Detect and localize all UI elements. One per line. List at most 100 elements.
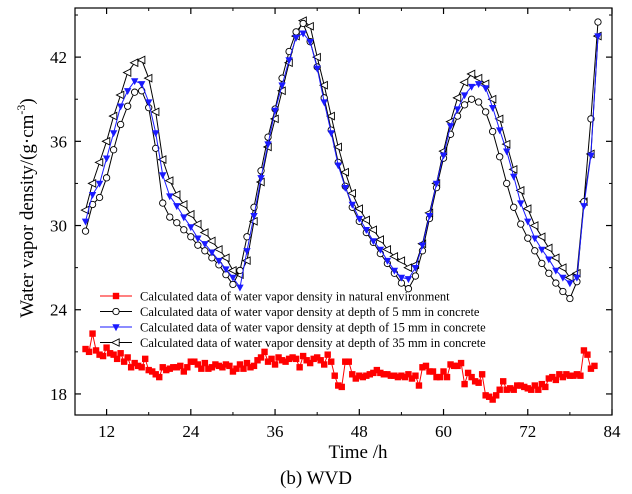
series-4-point [220,253,230,263]
series-1-point [240,365,247,372]
series-4-point [213,244,223,254]
series-4-point [129,58,139,68]
series-1-point [278,357,286,364]
series-1-point [106,350,114,357]
y-axis-label: Water vapor density/(g·cm-3) [14,98,38,318]
series-4-point [304,21,314,31]
series-1-point [226,362,233,370]
series-4-point [340,167,349,177]
series-4-point [382,244,392,254]
series-1-point [482,392,489,399]
series-1-point [85,348,93,356]
y-axis-label-close: ) [17,98,38,104]
legend-marker-3 [112,324,120,332]
series-4-point [178,200,188,209]
series-1-point [338,383,345,391]
series-2-point [411,272,420,280]
series-4-point [452,93,462,103]
series-3-point [152,130,160,138]
series-3-point [109,130,118,138]
series-1-point [587,365,595,372]
series-1-point [507,385,514,392]
series-1-point [310,355,317,363]
series-1-point [82,345,89,353]
series-1-point [159,364,166,371]
legend-marker-1 [112,292,120,300]
series-3-point [594,33,602,41]
series-4-point [122,68,132,77]
series-3-point [432,180,441,188]
series-2-point [159,199,167,207]
series-1-point [335,382,342,389]
series-3-point [264,141,272,149]
series-3-point [439,152,448,160]
series-2-point [566,294,574,303]
series-1-point [331,372,338,379]
series-4-point [326,111,335,121]
series-3-point [559,274,567,282]
y-tick-label: 18 [50,385,67,404]
series-4-point [564,273,574,282]
series-1 [82,330,598,403]
series-4-point [396,256,406,266]
series-2-point [292,28,300,36]
series-1-point [584,351,591,358]
series-4-point [241,256,251,266]
series-1-point [447,361,454,368]
series-3-point [229,274,237,282]
series-1-point [356,372,363,379]
x-tick-label: 24 [182,422,200,441]
x-tick-label: 72 [519,422,536,441]
series-1-point [363,372,370,379]
series-1-point [559,373,567,381]
series-2-point [173,219,181,227]
series-3-point [257,175,265,183]
series-2-point [201,247,209,255]
series-1-point [268,355,275,363]
series-1-point [131,359,138,367]
series-4-point [143,73,153,83]
series-2-point [559,287,567,296]
series-1-point [296,364,303,371]
series-2-point [229,280,237,289]
series-3-point [88,191,97,199]
series-1-point [191,358,198,365]
series-3-point [355,215,363,223]
series-3-point [531,235,539,243]
series-1-point [113,355,121,363]
series-2-point [187,233,195,241]
series-3-point [488,104,497,112]
series-1-point [478,371,486,378]
series-1-point [261,348,268,356]
series-1-point [510,386,517,393]
legend-label-3: Calculated data of water vapor density a… [140,321,486,335]
series-1-point [549,373,556,381]
series-1-point [345,358,352,365]
series-1-point [394,373,402,381]
series-1-point [149,368,156,375]
series-1-point [110,351,117,358]
x-tick-label: 84 [604,422,622,441]
series-1-point [127,364,135,371]
legend: Calculated data of water vapor density i… [100,290,486,350]
series-2-point [152,144,160,152]
y-tick-label: 36 [50,132,67,151]
series-1-point [443,373,451,381]
series-4-point [361,215,370,225]
series-1-point [366,371,374,378]
series-3-point [116,103,125,111]
series-4-point [269,114,279,124]
series-3-point [320,99,328,107]
series-4-point [192,219,202,229]
series-1-point [257,354,265,361]
series-3-point [495,127,504,135]
series-3-point [306,38,314,46]
series-2-point [489,127,497,136]
series-2-point [285,47,293,56]
series-1-point [499,378,507,385]
series-4-point [318,80,328,90]
series-3-point [145,99,153,107]
series-4-point [557,263,567,273]
series-1-point [521,383,528,391]
series-2-point [131,88,139,96]
